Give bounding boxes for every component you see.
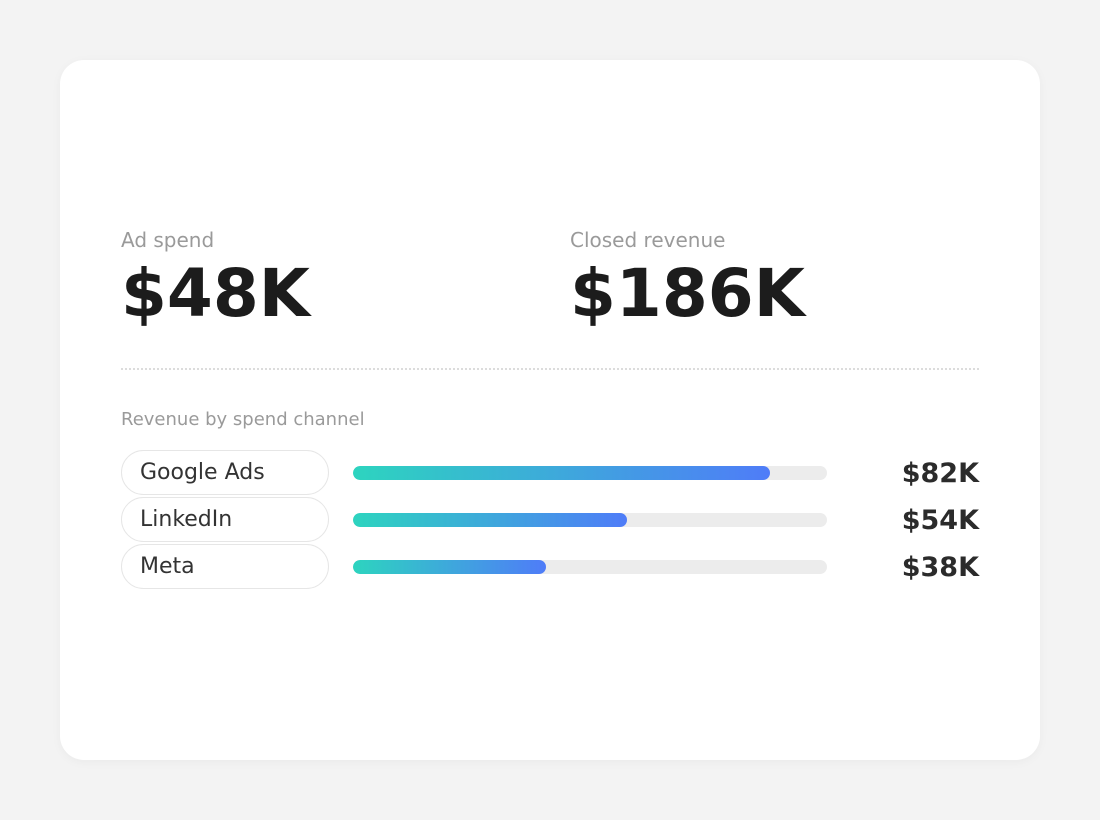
channel-row: Meta $38K <box>121 544 979 591</box>
channel-bar-chart: Google Ads $82K LinkedIn $54K Meta $38K <box>121 450 979 591</box>
bar-fill <box>353 513 628 527</box>
bar-fill <box>353 466 770 480</box>
kpi-closed-revenue-label: Closed revenue <box>570 228 726 252</box>
kpi-closed-revenue: Closed revenue $186K <box>570 228 805 334</box>
kpi-row: Ad spend $48K Closed revenue $186K <box>121 228 979 332</box>
channel-row: Google Ads $82K <box>121 450 979 497</box>
channel-pill: Meta <box>121 544 329 589</box>
channel-pill: LinkedIn <box>121 497 329 542</box>
kpi-card: Ad spend $48K Closed revenue $186K Reven… <box>60 60 1040 760</box>
value-label: $38K <box>901 552 979 583</box>
bar-fill <box>353 560 547 574</box>
value-label: $82K <box>901 458 979 489</box>
bar-track <box>353 466 827 480</box>
kpi-ad-spend-label: Ad spend <box>121 228 215 252</box>
bar-track <box>353 513 827 527</box>
kpi-closed-revenue-value: $186K <box>570 255 805 332</box>
bar-track <box>353 560 827 574</box>
section-divider <box>121 368 979 370</box>
value-label: $54K <box>901 505 979 536</box>
kpi-ad-spend: Ad spend $48K <box>121 228 310 334</box>
channel-row: LinkedIn $54K <box>121 497 979 544</box>
kpi-ad-spend-value: $48K <box>121 255 310 332</box>
chart-title: Revenue by spend channel <box>121 409 365 430</box>
channel-pill: Google Ads <box>121 450 329 495</box>
